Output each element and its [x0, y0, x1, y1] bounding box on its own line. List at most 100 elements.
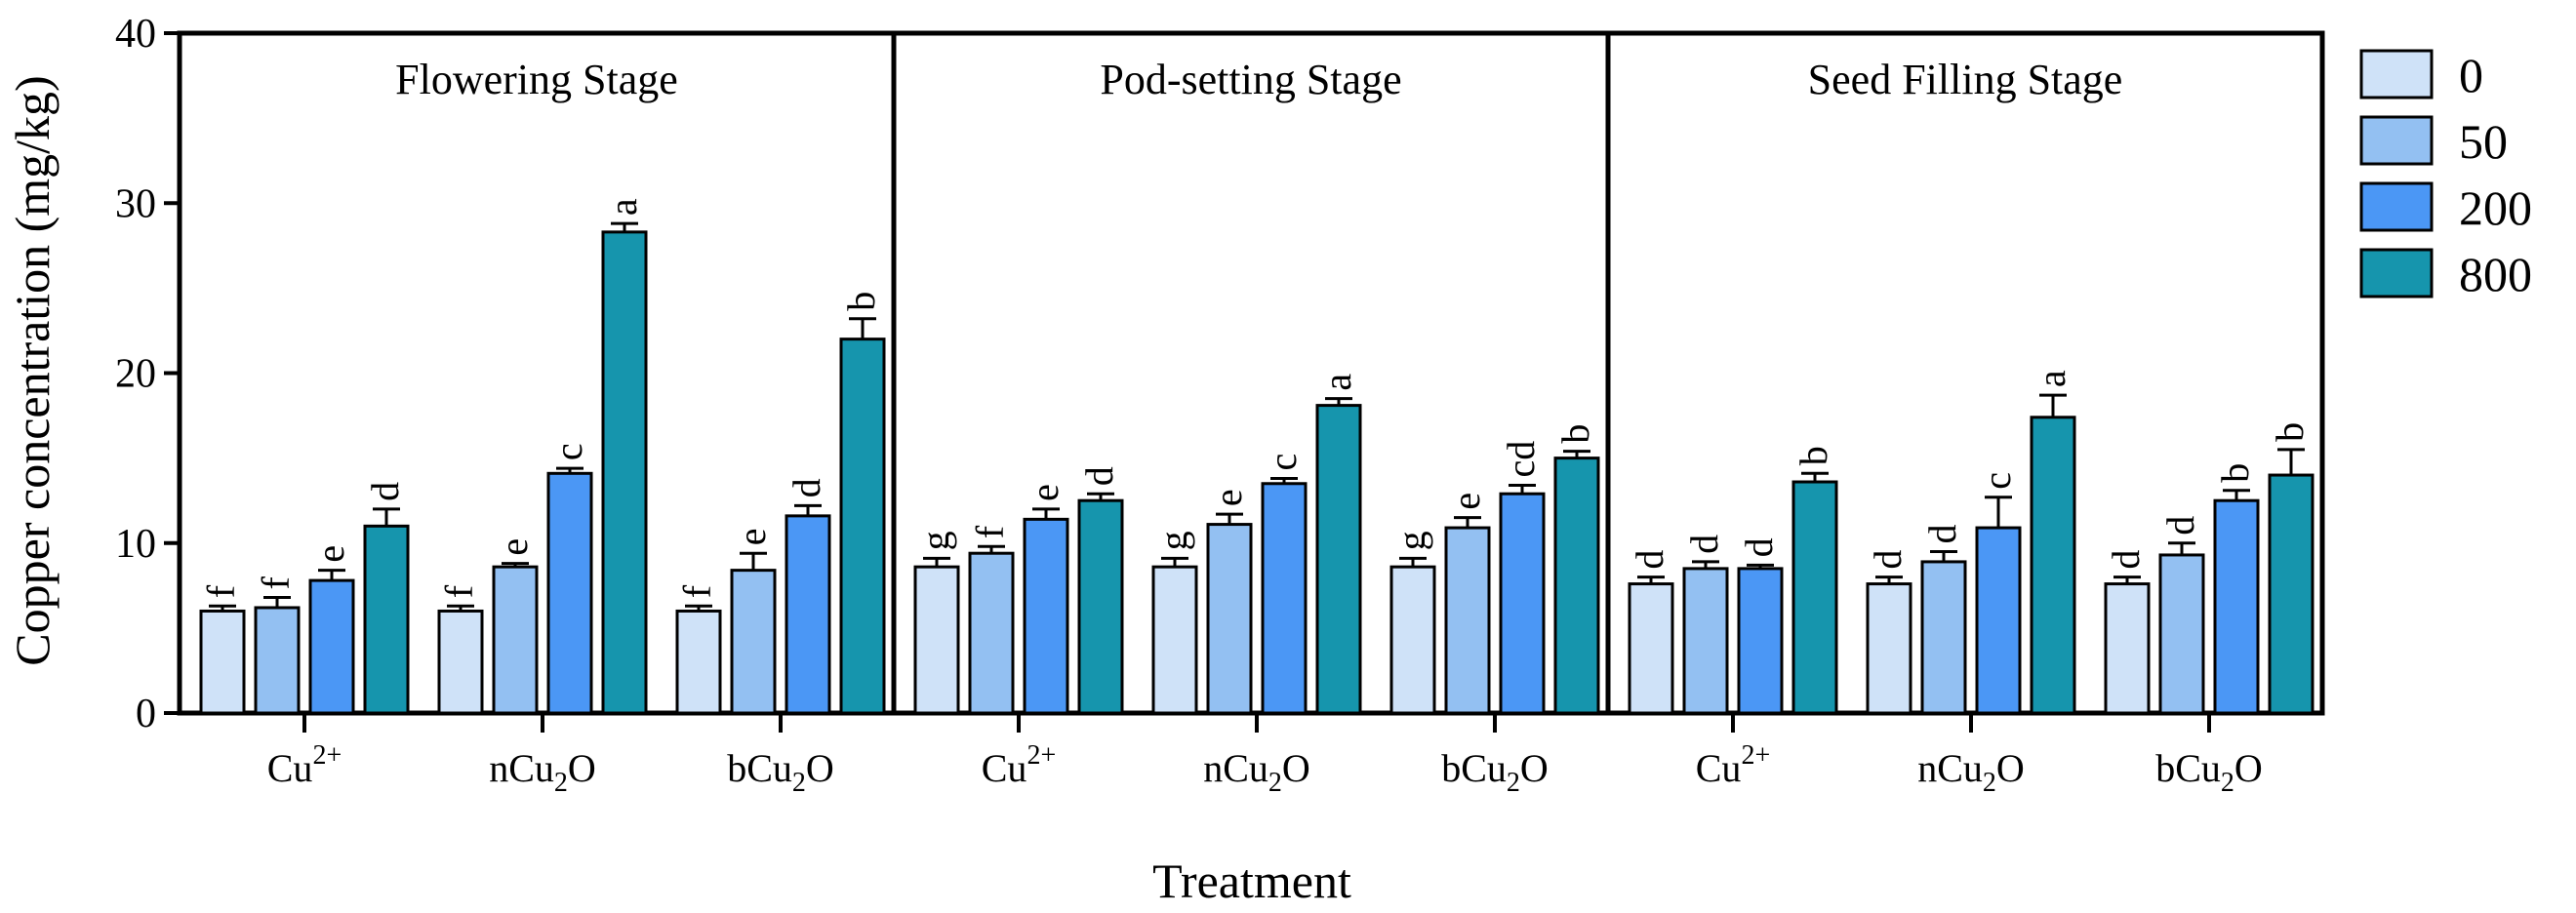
legend-label: 200 [2459, 180, 2532, 235]
significance-letter: e [730, 528, 774, 545]
significance-letter: b [1553, 424, 1597, 444]
bar [254, 606, 301, 715]
bar [1920, 560, 1967, 715]
bar [1628, 582, 1674, 715]
bar [730, 569, 777, 715]
bar [1975, 526, 2022, 715]
bar [913, 565, 960, 715]
y-tick-label: 0 [136, 692, 156, 736]
significance-letter: f [199, 584, 243, 598]
significance-letter: d [1737, 537, 1781, 557]
legend-swatch [2359, 49, 2434, 99]
bar [968, 551, 1015, 715]
significance-letter: f [675, 584, 719, 598]
significance-letter: e [1206, 489, 1250, 506]
bar [1791, 480, 1838, 715]
legend-swatch [2359, 181, 2434, 232]
significance-letter: a [601, 198, 645, 216]
significance-letter: cd [1499, 441, 1543, 478]
x-tick-label: nCu2O [1203, 746, 1310, 798]
bar [1023, 517, 1069, 715]
bar [1151, 565, 1198, 715]
panel-title: Flowering Stage [395, 56, 678, 103]
legend: 0 50 200 800 [2359, 48, 2532, 301]
significance-letter: d [363, 482, 407, 501]
significance-letter: b [839, 292, 883, 311]
bar [1261, 482, 1308, 715]
significance-letter: d [2158, 516, 2202, 536]
significance-letter: f [254, 576, 298, 590]
bar [1682, 567, 1729, 715]
significance-letter: e [492, 538, 536, 556]
bar [1866, 582, 1912, 715]
significance-letter: c [1261, 454, 1305, 471]
x-tick-label: Cu2+ [1696, 740, 1770, 790]
significance-letter: b [2268, 422, 2312, 442]
significance-letter: e [1023, 484, 1067, 501]
significance-letter: b [2213, 463, 2257, 483]
bar [1737, 567, 1784, 715]
bar [675, 609, 722, 715]
legend-swatch [2359, 248, 2434, 298]
significance-letter: g [1151, 531, 1195, 550]
bar [492, 565, 539, 715]
bar [1389, 565, 1436, 715]
y-tick-label: 10 [115, 522, 156, 567]
bar [785, 514, 831, 715]
significance-letter: g [913, 531, 957, 550]
x-tick-label: nCu2O [1917, 746, 2025, 798]
bar [2268, 473, 2314, 715]
bar [2104, 582, 2151, 715]
significance-letter: g [1389, 531, 1433, 550]
bar [1315, 404, 1362, 715]
significance-letter: a [1315, 374, 1359, 391]
x-tick-label: Cu2+ [267, 740, 342, 790]
bar [1553, 456, 1600, 715]
significance-letter: f [968, 525, 1012, 538]
significance-letter: e [308, 545, 352, 563]
significance-letter: a [2030, 370, 2073, 387]
significance-letter: d [2104, 550, 2148, 570]
bar [601, 230, 648, 715]
x-tick-label: Cu2+ [982, 740, 1056, 790]
legend-label: 800 [2459, 247, 2532, 301]
x-tick-label: nCu2O [489, 746, 596, 798]
x-tick-label: bCu2O [1441, 746, 1549, 798]
y-tick-label: 20 [115, 352, 156, 397]
bar [1206, 523, 1253, 715]
panel-title: Pod-setting Stage [1100, 56, 1401, 103]
x-axis-label: Treatment [1152, 853, 1351, 908]
significance-letter: f [437, 584, 481, 598]
legend-label: 50 [2459, 114, 2508, 169]
bar [437, 609, 484, 715]
x-tick-label: bCu2O [2155, 746, 2263, 798]
bar [199, 609, 246, 715]
bar [363, 524, 410, 715]
significance-letter: d [785, 478, 828, 497]
significance-letter: b [1791, 446, 1835, 465]
bar [1444, 526, 1491, 715]
x-tick-label: bCu2O [727, 746, 834, 798]
bar [1499, 492, 1546, 715]
significance-letter: c [546, 443, 590, 460]
legend-label: 0 [2459, 48, 2483, 102]
bar [308, 578, 355, 715]
significance-letter: d [1682, 535, 1726, 554]
panel-title: Seed Filling Stage [1808, 56, 2123, 103]
bar [2158, 553, 2205, 715]
y-tick-label: 30 [115, 181, 156, 226]
y-axis-label: Copper concentration (mg/kg) [5, 75, 60, 665]
bar [839, 337, 886, 715]
significance-letter: d [1920, 524, 1964, 543]
significance-letter: d [1077, 466, 1121, 486]
bar [1077, 498, 1124, 715]
legend-swatch [2359, 115, 2434, 166]
bar [2030, 416, 2076, 715]
bar [546, 471, 593, 715]
y-tick-label: 40 [115, 12, 156, 57]
significance-letter: d [1866, 550, 1910, 570]
significance-letter: d [1628, 550, 1671, 570]
significance-letter: e [1444, 493, 1488, 510]
